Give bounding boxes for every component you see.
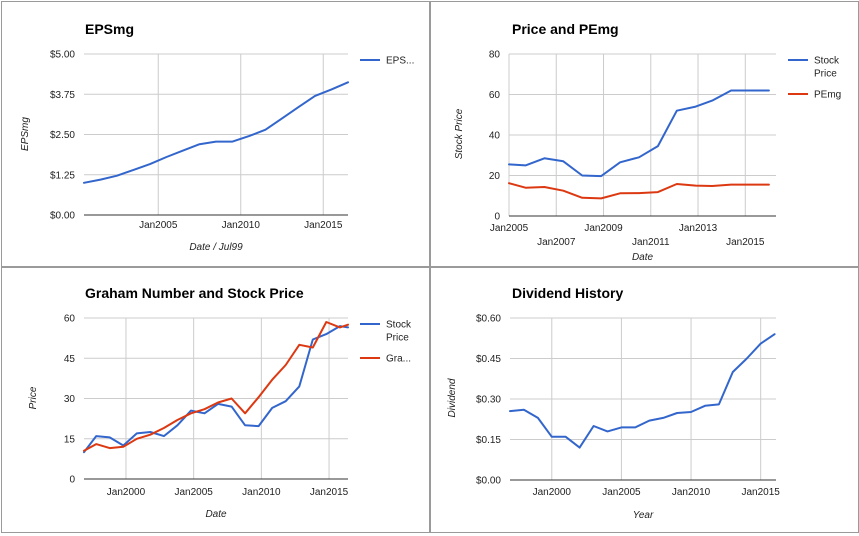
x-tick-label: Jan2005 <box>174 487 213 498</box>
series-line-1 <box>508 89 770 178</box>
y-tick-label: $3.75 <box>50 90 75 101</box>
y-tick-label: $2.50 <box>50 130 75 141</box>
y-tick-label: 0 <box>69 475 75 486</box>
series-line-1 <box>509 333 776 449</box>
panel-frame <box>1 1 430 267</box>
x-tick-label: Jan2005 <box>139 220 178 231</box>
legend-label: PEmg <box>814 90 841 101</box>
x-axis-label: Date <box>205 509 227 520</box>
y-tick-label: $0.30 <box>476 395 501 406</box>
legend-label: Stock <box>386 320 412 331</box>
legend-entry-2: Gra... <box>360 354 411 365</box>
series-line-2 <box>83 321 349 452</box>
x-tick-label: Jan2015 <box>741 487 780 498</box>
x-tick-label: Jan2015 <box>310 487 349 498</box>
y-tick-label: 15 <box>64 434 76 445</box>
y-tick-label: 80 <box>489 50 501 61</box>
chart-title: Price and PEmg <box>512 21 619 37</box>
y-tick-label: $0.45 <box>476 354 501 365</box>
chart-panel-4: Dividend History $0.00 $0.15 $0.30 $0.45 $0.6… <box>430 267 859 533</box>
y-axis-label: EPSmg <box>20 117 31 151</box>
y-tick-label: 40 <box>489 131 501 142</box>
chart-panel-3: Graham Number and Stock Price 0 15 30 45 60 Ja… <box>1 267 430 533</box>
y-tick-label: 45 <box>64 354 76 365</box>
x-tick-label: Jan2015 <box>304 220 343 231</box>
x-tick-label: Jan2015 <box>726 237 765 248</box>
x-tick-label: Jan2000 <box>107 487 146 498</box>
panel-frame <box>1 267 430 533</box>
y-tick-label: $0.15 <box>476 435 501 446</box>
chart-panel-2: Price and PEmg 0 20 40 60 80 Jan2005 Jan2007 Jan… <box>430 1 859 267</box>
y-tick-label: $0.00 <box>476 476 501 487</box>
series-line-1 <box>83 81 349 184</box>
x-tick-label: Jan2005 <box>602 487 641 498</box>
legend-entry-1: Stock Price <box>360 320 412 344</box>
legend-entry-2: PEmg <box>788 90 841 101</box>
y-tick-label: $5.00 <box>50 50 75 61</box>
legend-label: Price <box>386 333 409 344</box>
legend-entry-1: Stock Price <box>788 56 840 80</box>
y-tick-label: 20 <box>489 171 501 182</box>
x-tick-label: Jan2007 <box>537 237 576 248</box>
chart-panel-1: EPSmg $0.00 $1.25 $2.50 $3.75 $5.00 Jan2005 Jan… <box>1 1 430 267</box>
legend-label: Price <box>814 69 837 80</box>
x-tick-label: Jan2000 <box>533 487 572 498</box>
series-line-2 <box>508 182 770 200</box>
chart-title: EPSmg <box>85 21 134 37</box>
legend-entry-1: EPS... <box>360 56 414 67</box>
y-tick-label: 60 <box>489 90 501 101</box>
legend-label: EPS... <box>386 56 414 67</box>
series-line-1 <box>83 325 349 454</box>
legend-label: Stock <box>814 56 840 67</box>
x-tick-label: Jan2011 <box>632 237 670 248</box>
y-tick-label: $1.25 <box>50 170 75 181</box>
y-axis-label: Price <box>28 386 39 409</box>
x-tick-label: Jan2010 <box>222 220 261 231</box>
x-axis-label: Year <box>633 510 654 521</box>
y-tick-label: 60 <box>64 314 76 325</box>
y-tick-label: 0 <box>494 212 500 223</box>
x-axis-label: Date / Jul99 <box>189 242 243 253</box>
y-axis-label: Dividend <box>447 378 458 417</box>
y-tick-label: 30 <box>64 394 76 405</box>
legend-label: Gra... <box>386 354 411 365</box>
y-tick-label: $0.00 <box>50 211 75 222</box>
x-axis-label: Date <box>632 252 654 263</box>
x-tick-label: Jan2010 <box>242 487 281 498</box>
x-tick-label: Jan2009 <box>584 223 623 234</box>
chart-title: Graham Number and Stock Price <box>85 285 304 301</box>
x-tick-label: Jan2010 <box>672 487 711 498</box>
chart-title: Dividend History <box>512 285 623 301</box>
y-tick-label: $0.60 <box>476 314 501 325</box>
y-axis-label: Stock Price <box>454 108 465 159</box>
x-tick-label: Jan2005 <box>490 223 529 234</box>
x-tick-label: Jan2013 <box>679 223 718 234</box>
